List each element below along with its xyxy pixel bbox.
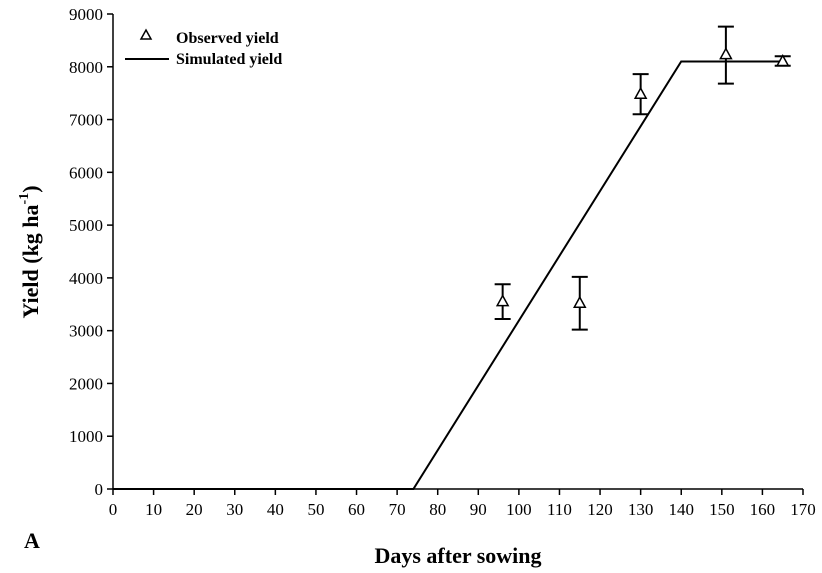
ticks: 0 1000 2000 3000 4000 5000 6000 7000 8000 9000 0 10… xyxy=(69,5,816,519)
y-axis-title: Yield (kg ha-1) xyxy=(17,185,43,318)
legend-simulated-label: Simulated yield xyxy=(176,51,282,68)
x-tick-label: 40 xyxy=(267,500,284,519)
y-tick-label: 5000 xyxy=(69,216,103,235)
y-tick-label: 0 xyxy=(95,480,104,499)
observed-point xyxy=(632,73,649,116)
x-tick-label: 80 xyxy=(429,500,446,519)
x-tick-label: 70 xyxy=(389,500,406,519)
x-tick-label: 0 xyxy=(109,500,118,519)
y-tick-label: 1000 xyxy=(69,427,103,446)
y-tick-label: 8000 xyxy=(69,58,103,77)
x-axis-title: Days after sowing xyxy=(374,543,541,568)
y-tick-label: 6000 xyxy=(69,163,103,182)
y-tick-label: 7000 xyxy=(69,111,103,130)
simulated-yield-line xyxy=(113,60,783,490)
observed-point xyxy=(717,25,734,85)
legend: Observed yield Simulated yield xyxy=(125,28,282,68)
x-tick-label: 130 xyxy=(628,500,654,519)
observed-triangle-marker xyxy=(775,53,790,67)
x-tick-label: 110 xyxy=(547,500,572,519)
panel-label: A xyxy=(24,528,40,553)
observed-triangle-marker xyxy=(633,86,648,99)
y-tick-label: 4000 xyxy=(69,269,103,288)
x-tick-label: 140 xyxy=(668,500,694,519)
x-tick-label: 30 xyxy=(226,500,243,519)
observed-triangle-marker xyxy=(719,47,733,60)
observed-point xyxy=(571,275,588,331)
y-tick-label: 2000 xyxy=(69,374,103,393)
x-tick-label: 150 xyxy=(709,500,735,519)
observed-point xyxy=(774,53,791,67)
x-tick-label: 160 xyxy=(750,500,776,519)
observed-triangle-marker xyxy=(495,294,510,307)
x-tick-label: 170 xyxy=(790,500,816,519)
legend-observed-label: Observed yield xyxy=(176,30,279,47)
x-tick-label: 60 xyxy=(348,500,365,519)
x-tick-label: 90 xyxy=(470,500,487,519)
x-tick-label: 20 xyxy=(186,500,203,519)
y-tick-label: 9000 xyxy=(69,5,103,24)
observed-triangle-marker xyxy=(572,295,587,308)
x-tick-label: 100 xyxy=(506,500,532,519)
x-tick-label: 50 xyxy=(307,500,324,519)
legend-observed-marker xyxy=(139,28,153,40)
x-tick-label: 120 xyxy=(587,500,613,519)
series xyxy=(113,25,791,490)
y-axis-title-superscript: -1 xyxy=(17,193,32,205)
observed-point xyxy=(494,283,511,321)
y-tick-label: 3000 xyxy=(69,322,103,341)
x-tick-label: 10 xyxy=(145,500,162,519)
